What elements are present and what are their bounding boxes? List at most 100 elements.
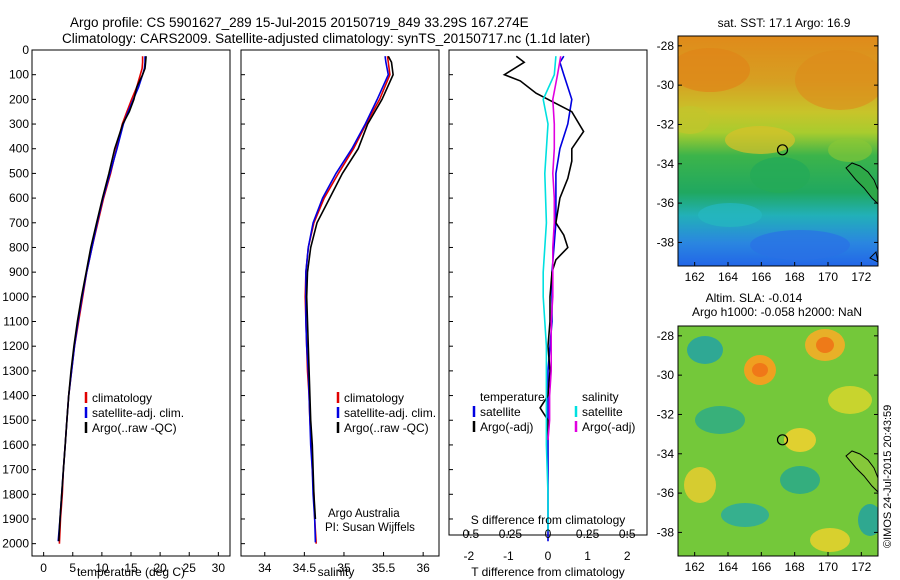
header-line-1: Argo profile: CS 5901627_289 15-Jul-2015… [70,15,529,30]
x-tick-label: 30 [212,561,226,575]
x-tick-label: 10 [95,561,109,575]
temperature-x-label: temperature (deg C) [77,565,185,579]
temperature-satellite-diff-line [547,55,573,542]
argo-position-marker [776,144,789,156]
legend-s-argo-label: Argo(-adj) [582,420,635,434]
lat-tick-label: -32 [657,117,675,131]
sla-map-title: Altim. SLA: -0.014 [706,291,803,305]
legend-climatology-label: climatology [92,391,152,405]
salinity-diff-tick-label: 0.25 [576,527,600,541]
coastline-new-caledonia [845,450,878,493]
salinity-series [304,55,394,544]
salinity-legend: climatology satellite-adj. clim. Argo(..… [336,391,436,435]
legend-argo-label: Argo(..raw -QC) [344,421,429,435]
x-tick-label: 35 [337,561,351,575]
temperature-panel: 0100200300400500600700800900100011001200… [2,43,231,579]
x-tick-label: 36 [416,561,430,575]
imos-timestamp: ©IMOS 24-Jul-2015 20:43:59 [882,405,894,548]
depth-tick-label: 1600 [2,438,29,452]
lon-tick-label: 164 [718,270,738,284]
x-tick-label: -2 [463,549,474,563]
header-line-2: Climatology: CARS2009. Satellite-adjuste… [62,31,590,46]
depth-tick-label: 2000 [2,537,29,551]
depth-tick-label: 1800 [2,487,29,501]
salinity-panel: 34 34.5 35 35.5 36 salinity climatology sate… [240,49,440,579]
credit-group: Argo Australia [328,508,400,520]
satellite-line [57,56,146,542]
sla-map-panel: Altim. SLA: -0.014 Argo h1000: -0.058 h2… [657,291,879,574]
sla-map-image [678,326,878,556]
lat-tick-label: -36 [657,196,675,210]
salinity-diff-tick-label: -0.25 [495,527,523,541]
depth-tick-label: 0 [22,43,29,57]
lon-tick-label: 162 [685,560,705,574]
sla-map-axes: 162 164 166 168 170 172 -28 -30 -32 -34 -36 -38 [657,329,878,574]
depth-tick-label: 1400 [2,389,29,403]
lon-tick-label: 170 [818,560,838,574]
temperature-legend: climatology satellite-adj. clim. Argo(..… [84,391,184,435]
legend-satellite-label: satellite-adj. clim. [344,406,436,420]
depth-tick-label: 1500 [2,413,29,427]
sla-map-subtitle: Argo h1000: -0.058 h2000: NaN [692,305,862,319]
lat-tick-label: -28 [657,329,675,343]
lat-tick-label: -38 [657,235,675,249]
lon-tick-label: 168 [785,560,805,574]
legend-salinity-heading: salinity [582,390,619,404]
lat-tick-label: -38 [657,525,675,539]
depth-tick-label: 300 [9,117,29,131]
difference-x-label: T difference from climatology [471,565,625,579]
lon-tick-label: 166 [751,270,771,284]
temperature-plot-frame [31,49,231,557]
salinity-diff-tick-label: -0.5 [458,527,479,541]
x-tick-label: 0 [40,561,47,575]
sst-map-panel: sat. SST: 17.1 Argo: 16.9 162 164 166 168 17… [657,16,879,284]
depth-tick-label: 600 [9,191,29,205]
salinity-argo-diff-line [547,56,562,441]
coastline-new-caledonia [845,162,878,205]
lon-tick-label: 164 [718,560,738,574]
legend-argo-label: Argo(..raw -QC) [92,421,177,435]
lat-tick-label: -34 [657,157,675,171]
x-tick-label: 1 [584,549,591,563]
temperature-y-axis: 0 100 200 300 400 500 600 700 800 900 1000 1100 1200… [2,43,36,551]
temperature-x-axis: 0 5 10 15 20 25 30 [40,552,225,575]
lat-tick-label: -34 [657,447,675,461]
difference-salinity-ticks: -0.5 -0.25 0 0.25 0.5 [458,527,635,541]
salinity-plot-frame [240,49,440,557]
depth-tick-label: 1700 [2,463,29,477]
salinity-diff-tick-label: 0 [545,527,552,541]
difference-y-ticks [449,49,453,520]
x-tick-label: 20 [153,561,167,575]
lon-tick-label: 172 [851,560,871,574]
sst-map-title: sat. SST: 17.1 Argo: 16.9 [718,16,851,30]
x-tick-label: 34 [258,561,272,575]
difference-legend: temperature salinity satellite Argo(-adj… [472,390,635,434]
difference-top-x-label: S difference from climatology [471,513,626,527]
lat-tick-label: -30 [657,78,675,92]
climatology-line [304,56,391,544]
lat-tick-label: -32 [657,407,675,421]
sla-map-frame [677,325,879,557]
difference-panel: -2 -1 0 1 2 S difference from climatology -0… [448,49,648,579]
satellite-line [305,56,390,543]
lon-tick-label: 166 [751,560,771,574]
salinity-satellite-diff-line [542,56,557,532]
depth-tick-label: 1300 [2,364,29,378]
lon-tick-label: 162 [685,270,705,284]
lon-tick-label: 168 [785,270,805,284]
salinity-diff-tick-label: 0.5 [619,527,636,541]
legend-climatology-label: climatology [344,391,404,405]
x-tick-label: 0 [545,549,552,563]
lon-tick-label: 170 [818,270,838,284]
lat-tick-label: -28 [657,39,675,53]
x-tick-label: 34.5 [293,561,317,575]
x-tick-label: 2 [624,549,631,563]
x-tick-label: 15 [124,561,138,575]
difference-x-axis: -2 -1 0 1 2 [463,531,631,563]
sst-map-frame [677,35,879,267]
salinity-x-axis: 34 34.5 35 35.5 36 [258,552,430,575]
depth-tick-label: 1900 [2,512,29,526]
depth-tick-label: 100 [9,68,29,82]
legend-t-argo-label: Argo(-adj) [480,420,533,434]
